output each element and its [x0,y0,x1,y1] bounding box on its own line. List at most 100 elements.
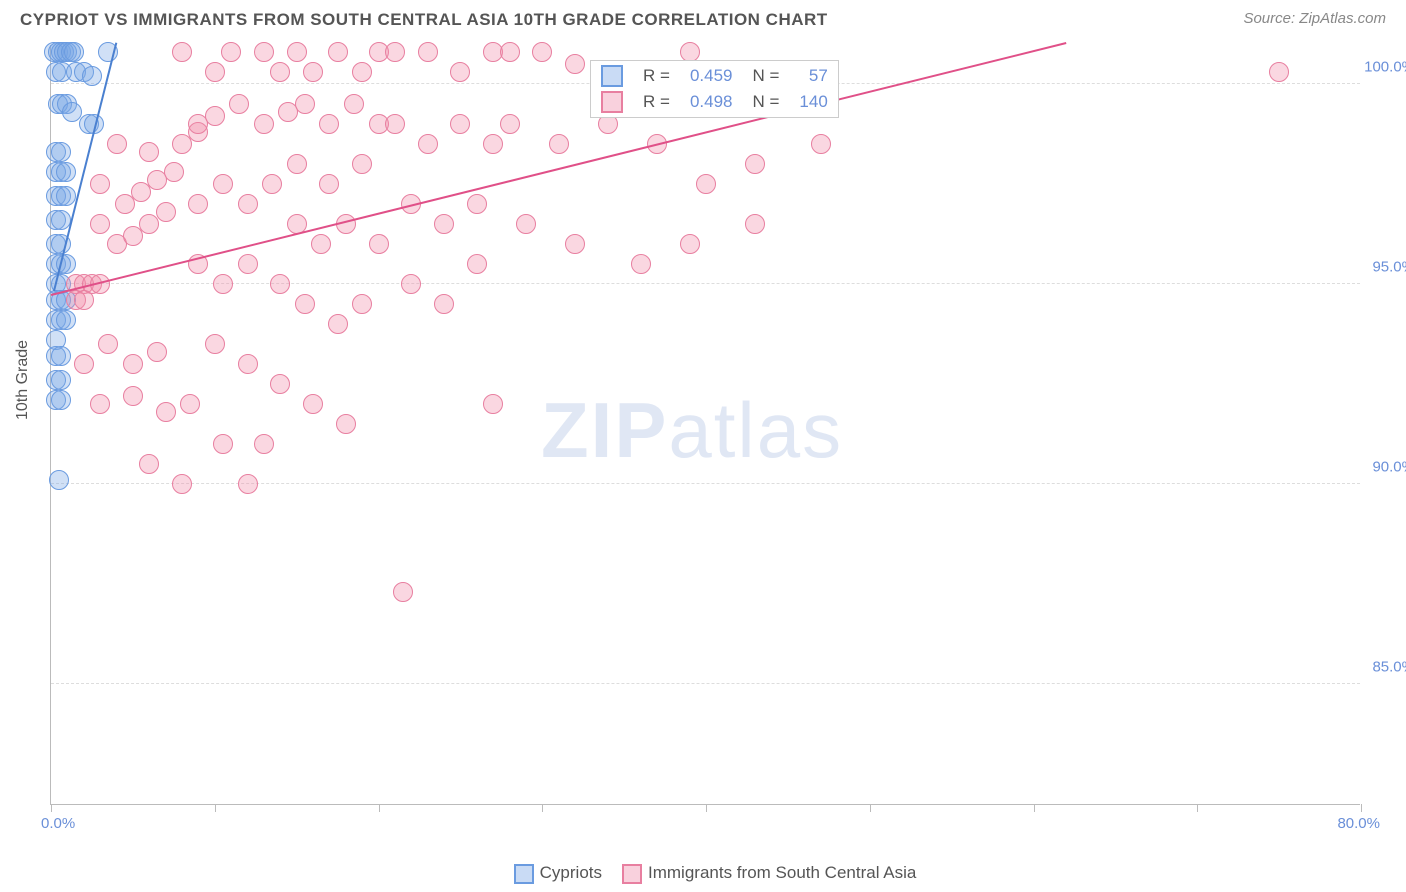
data-point-sca [156,402,176,422]
data-point-sca [401,274,421,294]
data-point-sca [467,254,487,274]
r-label: R = [633,63,680,89]
n-label: N = [742,89,789,115]
stats-legend-table: R =0.459N =57R =0.498N =140 [591,63,838,115]
data-point-sca [238,354,258,374]
data-point-sca [229,94,249,114]
watermark: ZIPatlas [541,385,843,476]
data-point-sca [434,294,454,314]
data-point-sca [450,62,470,82]
data-point-sca [631,254,651,274]
data-point-sca [213,174,233,194]
data-point-sca [287,42,307,62]
legend-label: Cypriots [540,863,602,882]
data-point-sca [90,214,110,234]
data-point-sca [352,62,372,82]
gridline-h [51,283,1360,284]
gridline-h [51,683,1360,684]
data-point-sca [156,202,176,222]
y-tick-label: 85.0% [1372,659,1406,676]
stats-legend-row: R =0.498N =140 [591,89,838,115]
data-point-sca [516,214,536,234]
data-point-sca [270,62,290,82]
data-point-cypriots [82,66,102,86]
stats-legend-row: R =0.459N =57 [591,63,838,89]
scatter-plot-area: ZIPatlas 0.0% 80.0% 85.0%90.0%95.0%100.0… [50,45,1360,805]
data-point-sca [696,174,716,194]
data-point-sca [205,62,225,82]
data-point-sca [352,154,372,174]
chart-title: CYPRIOT VS IMMIGRANTS FROM SOUTH CENTRAL… [20,10,828,30]
data-point-sca [139,454,159,474]
y-tick-label: 95.0% [1372,259,1406,276]
x-tick [870,804,871,812]
data-point-sca [172,474,192,494]
data-point-sca [238,194,258,214]
data-point-sca [328,42,348,62]
data-point-sca [254,42,274,62]
data-point-sca [74,354,94,374]
data-point-sca [500,42,520,62]
data-point-sca [532,42,552,62]
data-point-sca [295,294,315,314]
data-point-sca [213,434,233,454]
trend-line-sca [51,42,1067,296]
data-point-sca [205,334,225,354]
data-point-sca [180,394,200,414]
data-point-sca [319,174,339,194]
data-point-cypriots [56,162,76,182]
x-tick [1034,804,1035,812]
data-point-sca [319,114,339,134]
y-tick-label: 90.0% [1372,459,1406,476]
data-point-sca [745,214,765,234]
data-point-sca [238,254,258,274]
x-tick [706,804,707,812]
data-point-sca [303,394,323,414]
data-point-cypriots [51,390,71,410]
data-point-sca [467,194,487,214]
data-point-sca [1269,62,1289,82]
data-point-sca [164,162,184,182]
x-tick-label-max: 80.0% [1337,815,1380,832]
data-point-sca [90,174,110,194]
data-point-cypriots [51,370,71,390]
data-point-sca [107,134,127,154]
data-point-sca [328,314,348,334]
data-point-sca [123,354,143,374]
data-point-sca [500,114,520,134]
x-tick [542,804,543,812]
y-axis-title: 10th Grade [14,340,32,420]
data-point-sca [262,174,282,194]
data-point-sca [213,274,233,294]
data-point-sca [74,290,94,310]
x-tick [1361,804,1362,812]
data-point-cypriots [51,346,71,366]
data-point-sca [172,42,192,62]
data-point-cypriots [49,470,69,490]
r-label: R = [633,89,680,115]
watermark-light: atlas [668,386,843,474]
x-tick [51,804,52,812]
series-legend: CypriotsImmigrants from South Central As… [50,863,1360,884]
r-value: 0.498 [680,89,743,115]
data-point-sca [254,434,274,454]
watermark-bold: ZIP [541,386,668,474]
data-point-sca [549,134,569,154]
x-tick-label-min: 0.0% [41,815,75,832]
data-point-sca [393,582,413,602]
data-point-sca [123,386,143,406]
data-point-sca [311,234,331,254]
data-point-sca [483,394,503,414]
data-point-sca [450,114,470,134]
legend-swatch [601,91,623,113]
data-point-sca [287,154,307,174]
n-value: 57 [789,63,837,89]
data-point-sca [147,342,167,362]
data-point-sca [303,62,323,82]
x-tick [1197,804,1198,812]
data-point-sca [680,234,700,254]
data-point-sca [336,414,356,434]
n-label: N = [742,63,789,89]
y-tick-label: 100.0% [1364,59,1406,76]
data-point-sca [238,474,258,494]
